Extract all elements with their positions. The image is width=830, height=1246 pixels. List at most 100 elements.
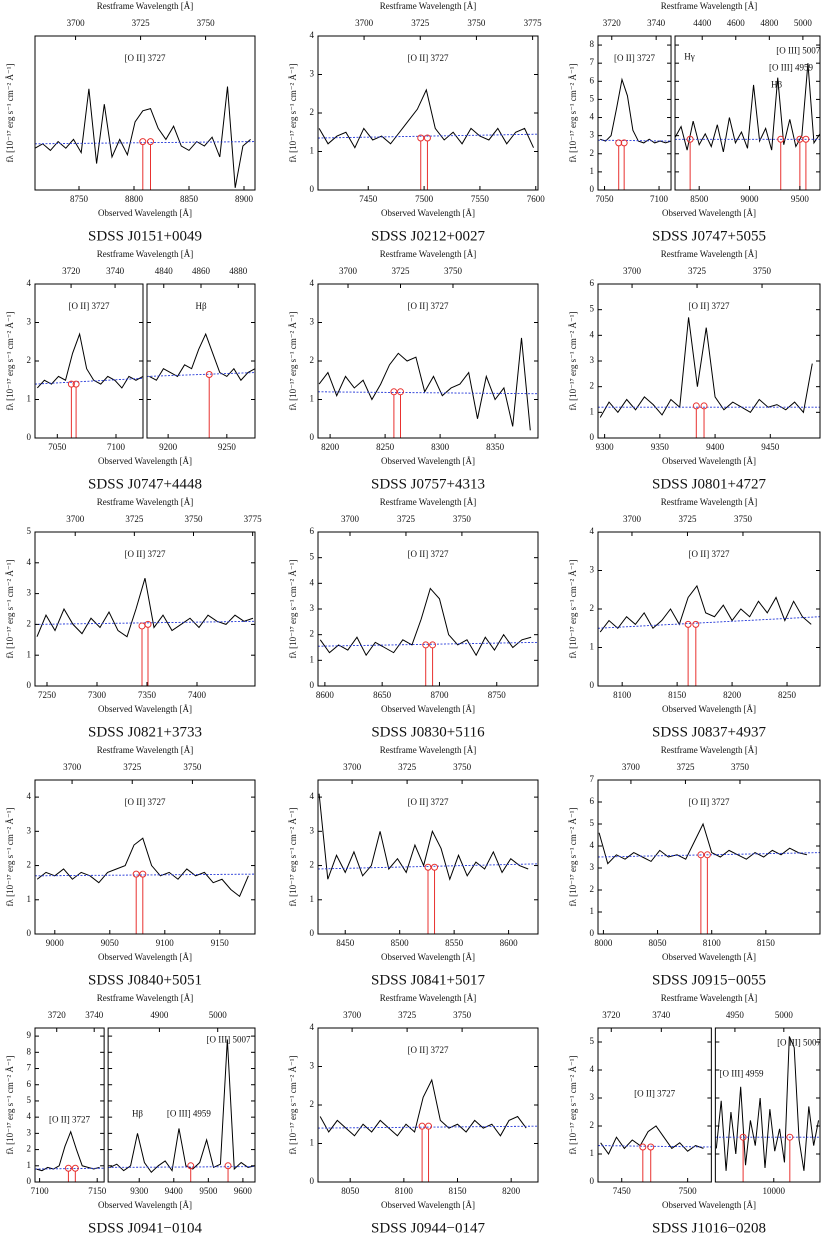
plot-area: [598, 317, 820, 418]
x-tick-label: 9150: [211, 938, 230, 948]
line-marker-circle: [147, 138, 154, 146]
y-tick-label: 5: [27, 526, 32, 536]
plot-area: [598, 77, 672, 144]
line-annotation: [O II] 3727: [125, 549, 166, 559]
y-tick-label: 4: [590, 1064, 595, 1074]
y-tick-label: 6: [27, 1079, 32, 1089]
line-marker-circle: [703, 851, 711, 859]
x-tick-label: 9300: [130, 1186, 149, 1196]
x2-tick-label: 3725: [132, 18, 151, 28]
y-tick-label: 4: [310, 577, 315, 587]
x-tick-label: 8800: [125, 194, 144, 204]
spectrum-line: [675, 63, 821, 153]
x-tick-label: 9050: [101, 938, 120, 948]
plot-area: [675, 63, 821, 153]
line-marker-circle: [739, 1133, 747, 1141]
x-tick-label: 8050: [649, 938, 668, 948]
panel-frame: [317, 779, 539, 935]
continuum-line: [318, 863, 538, 870]
plot-area: [318, 337, 538, 431]
line-annotation: [O II] 3727: [408, 1045, 449, 1055]
y-tick-label: 1: [590, 642, 595, 652]
x2-tick-label: 3700: [341, 514, 360, 524]
x-tick-label: 8300: [431, 442, 450, 452]
line-marker-circle: [786, 1133, 794, 1141]
continuum-line: [35, 141, 255, 145]
x2-tick-label: 3700: [343, 762, 362, 772]
line-marker-circle: [144, 620, 152, 628]
panel-title: SDSS J0212+0027: [371, 228, 485, 244]
y-axis-label: fλ [10⁻¹⁷ erg s⁻¹ cm⁻² Å⁻¹]: [288, 1056, 298, 1155]
y-tick-label: 3: [590, 355, 595, 365]
x2-tick-label: 3750: [453, 762, 472, 772]
y-tick-label: 0: [27, 432, 32, 442]
panel-title: SDSS J0757+4313: [371, 476, 485, 492]
x-tick-label: 8850: [180, 194, 199, 204]
panel-frame: [714, 1027, 821, 1183]
panel-frame: [107, 1027, 256, 1183]
x-tick-label: 8050: [341, 1186, 360, 1196]
y-axis-label: fλ [10⁻¹⁷ erg s⁻¹ cm⁻² Å⁻¹]: [288, 808, 298, 907]
panel-title: SDSS J0821+3733: [88, 724, 202, 740]
y-tick-label: 5: [590, 304, 595, 314]
x-tick-label: 8700: [430, 690, 449, 700]
line-annotation: Hγ: [684, 52, 694, 62]
line-marker-circle: [692, 620, 700, 628]
x2-tick-label: 3725: [397, 514, 416, 524]
x-tick-label: 8350: [486, 442, 505, 452]
plot-area: [318, 587, 538, 657]
y-axis-label: fλ [10⁻¹⁷ erg s⁻¹ cm⁻² Å⁻¹]: [568, 560, 578, 659]
x2-axis-label: Restframe Wavelength [Å]: [380, 993, 477, 1003]
x2-tick-label: 3720: [62, 266, 81, 276]
panel-title: SDSS J0941−0104: [88, 1220, 202, 1236]
y-axis-label: fλ [10⁻¹⁷ erg s⁻¹ cm⁻² Å⁻¹]: [5, 64, 15, 163]
x2-axis-label: Restframe Wavelength [Å]: [661, 497, 758, 507]
line-marker-circle: [422, 641, 430, 649]
plot-area: [715, 1036, 820, 1171]
x2-tick-label: 3750: [444, 266, 463, 276]
x-tick-label: 8500: [690, 194, 709, 204]
x2-tick-label: 4400: [693, 18, 712, 28]
x-tick-label: 9500: [199, 1186, 218, 1196]
y-tick-label: 2: [310, 860, 315, 870]
continuum-line: [318, 391, 538, 395]
line-annotation: [O II] 3727: [408, 53, 449, 63]
panel-frame: [597, 1027, 712, 1183]
plot-area: [318, 88, 538, 149]
y-tick-label: 2: [27, 1144, 32, 1154]
y-tick-label: 7: [590, 774, 595, 784]
x-tick-label: 7550: [471, 194, 490, 204]
x-tick-label: 7500: [679, 1186, 698, 1196]
x-tick-label: 8200: [321, 442, 340, 452]
y-tick-label: 1: [27, 649, 32, 659]
x-axis-label: Observed Wavelength [Å]: [98, 456, 192, 466]
y-tick-label: 0: [310, 928, 315, 938]
x-axis-label: Observed Wavelength [Å]: [98, 704, 192, 714]
y-tick-label: 2: [310, 629, 315, 639]
panel-title: SDSS J0747+4448: [88, 476, 202, 492]
x-tick-label: 8250: [376, 442, 395, 452]
line-marker-circle: [71, 1164, 79, 1172]
line-annotation: [O III] 4959: [720, 1068, 764, 1078]
y-tick-label: 1: [590, 906, 595, 916]
x-tick-label: 9350: [651, 442, 670, 452]
spectrum-line: [149, 332, 255, 382]
x-tick-label: 7100: [650, 194, 669, 204]
x2-axis-label: Restframe Wavelength [Å]: [380, 249, 477, 259]
y-tick-label: 3: [310, 69, 315, 79]
panel-title: SDSS J0944−0147: [371, 1220, 485, 1236]
x2-axis-label: Restframe Wavelength [Å]: [380, 497, 477, 507]
plot-area: [35, 1130, 105, 1172]
panel-title: SDSS J0915−0055: [652, 972, 766, 988]
x-tick-label: 9400: [165, 1186, 184, 1196]
line-marker-circle: [424, 863, 432, 871]
spectrum-line: [109, 1039, 256, 1174]
spectrum-line: [36, 578, 254, 638]
y-tick-label: 3: [590, 130, 595, 140]
line-marker-circle: [425, 1122, 433, 1130]
y-tick-label: 1: [27, 1160, 32, 1170]
plot-area: [318, 1078, 538, 1137]
x2-tick-label: 3700: [66, 514, 85, 524]
continuum-line: [35, 377, 143, 385]
